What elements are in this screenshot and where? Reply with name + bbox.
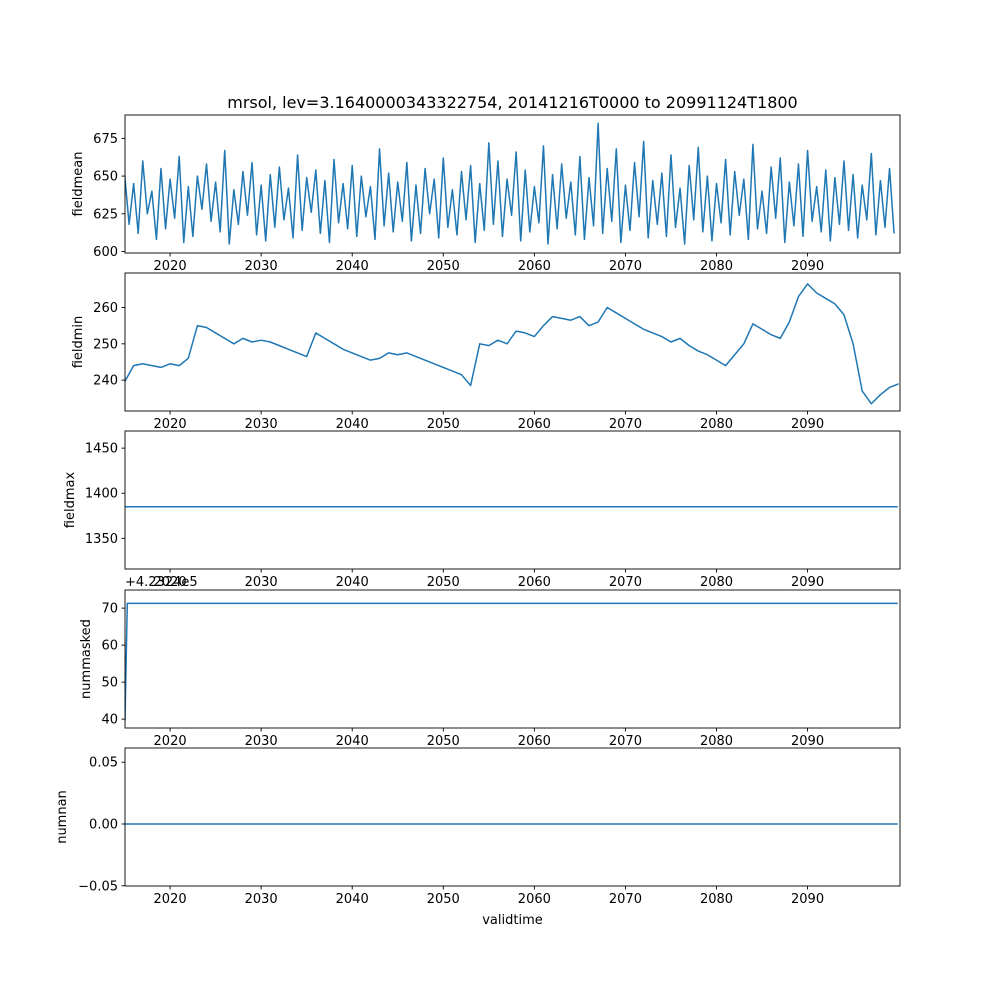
y-axis-title: numnan xyxy=(55,790,70,844)
x-tick-label: 2090 xyxy=(791,575,824,590)
y-tick-label: 40 xyxy=(101,713,118,728)
subplot-nummasked: 2020 2030 2040 2050 2060 2070 2080 2090 40 50 60 70… xyxy=(79,575,901,749)
y-tick-label: 1450 xyxy=(85,442,118,457)
y-tick-label: 625 xyxy=(93,207,118,222)
x-tick-label: 2090 xyxy=(791,892,824,907)
y-tick-label: 250 xyxy=(93,337,118,352)
x-tick-label: 2020 xyxy=(154,417,187,432)
x-tick-label: 2080 xyxy=(700,417,733,432)
x-tick-label: 2080 xyxy=(700,575,733,590)
x-tick-label: 2040 xyxy=(336,734,369,749)
y-tick-label: 260 xyxy=(93,301,118,316)
y-tick-label: 1400 xyxy=(85,487,118,502)
subplot-fieldmean: 2020 2030 2040 2050 2060 2070 2080 2090 600 625 65… xyxy=(71,114,901,274)
x-tick-label: 2030 xyxy=(245,417,278,432)
subplot-fieldmin: 2020 2030 2040 2050 2060 2070 2080 2090 240 250 26… xyxy=(71,272,901,432)
y-tick-label: 600 xyxy=(93,245,118,260)
x-tick-label: 2060 xyxy=(518,575,551,590)
x-tick-label: 2050 xyxy=(427,575,460,590)
x-tick-label: 2090 xyxy=(791,734,824,749)
y-tick-label: 650 xyxy=(93,170,118,185)
x-tick-label: 2030 xyxy=(245,734,278,749)
x-tick-label: 2040 xyxy=(336,892,369,907)
y-tick-label: 0.05 xyxy=(89,756,118,771)
x-tick-label: 2070 xyxy=(609,417,642,432)
series-line-nummasked xyxy=(125,602,898,721)
axes-frame xyxy=(124,589,901,729)
x-tick-label: 2060 xyxy=(518,734,551,749)
x-tick-label: 2050 xyxy=(427,892,460,907)
y-tick-label: −0.05 xyxy=(78,879,118,894)
x-tick-label: 2030 xyxy=(245,575,278,590)
x-tick-label: 2020 xyxy=(154,575,187,590)
x-tick-label: 2030 xyxy=(245,259,278,274)
x-tick-label: 2080 xyxy=(700,892,733,907)
axes-frame xyxy=(124,114,901,254)
axes-frame xyxy=(124,430,901,570)
axes-frame xyxy=(124,747,901,887)
x-tick-label: 2070 xyxy=(609,259,642,274)
x-tick-label: 2090 xyxy=(791,417,824,432)
y-axis-offset-text: +4.2324e5 xyxy=(125,575,198,590)
y-tick-label: 70 xyxy=(101,602,118,617)
x-tick-label: 2050 xyxy=(427,259,460,274)
x-tick-label: 2050 xyxy=(427,417,460,432)
series-line-fieldmean xyxy=(125,122,895,245)
x-tick-label: 2030 xyxy=(245,892,278,907)
x-tick-label: 2020 xyxy=(154,734,187,749)
x-tick-label: 2090 xyxy=(791,259,824,274)
y-tick-label: 60 xyxy=(101,639,118,654)
y-tick-label: 0.00 xyxy=(89,817,118,832)
x-tick-label: 2080 xyxy=(700,734,733,749)
subplot-numnan: 2020 2030 2040 2050 2060 2070 2080 2090 −0.05 0.0… xyxy=(55,747,901,928)
x-tick-label: 2040 xyxy=(336,575,369,590)
y-tick-label: 240 xyxy=(93,374,118,389)
y-axis-title: fieldmax xyxy=(63,472,78,529)
x-tick-label: 2070 xyxy=(609,734,642,749)
y-axis-title: fieldmin xyxy=(71,316,86,369)
x-tick-label: 2060 xyxy=(518,417,551,432)
x-tick-label: 2060 xyxy=(518,892,551,907)
y-axis-title: fieldmean xyxy=(71,152,86,217)
axes-frame xyxy=(124,272,901,412)
x-tick-label: 2040 xyxy=(336,417,369,432)
x-tick-label: 2060 xyxy=(518,259,551,274)
x-tick-label: 2020 xyxy=(154,259,187,274)
x-tick-label: 2040 xyxy=(336,259,369,274)
figure-title: mrsol, lev=3.1640000343322754, 20141216T… xyxy=(227,93,798,112)
x-tick-label: 2070 xyxy=(609,892,642,907)
x-tick-label: 2050 xyxy=(427,734,460,749)
x-tick-label: 2070 xyxy=(609,575,642,590)
y-tick-label: 675 xyxy=(93,132,118,147)
y-axis-title: nummasked xyxy=(79,619,94,699)
x-axis-title: validtime xyxy=(482,913,543,928)
y-tick-label: 1350 xyxy=(85,532,118,547)
x-tick-label: 2020 xyxy=(154,892,187,907)
y-tick-label: 50 xyxy=(101,676,118,691)
x-tick-label: 2080 xyxy=(700,259,733,274)
series-line-fieldmin xyxy=(125,283,899,405)
subplot-fieldmax: 2020 2030 2040 2050 2060 2070 2080 2090 1350 1400… xyxy=(63,430,901,590)
